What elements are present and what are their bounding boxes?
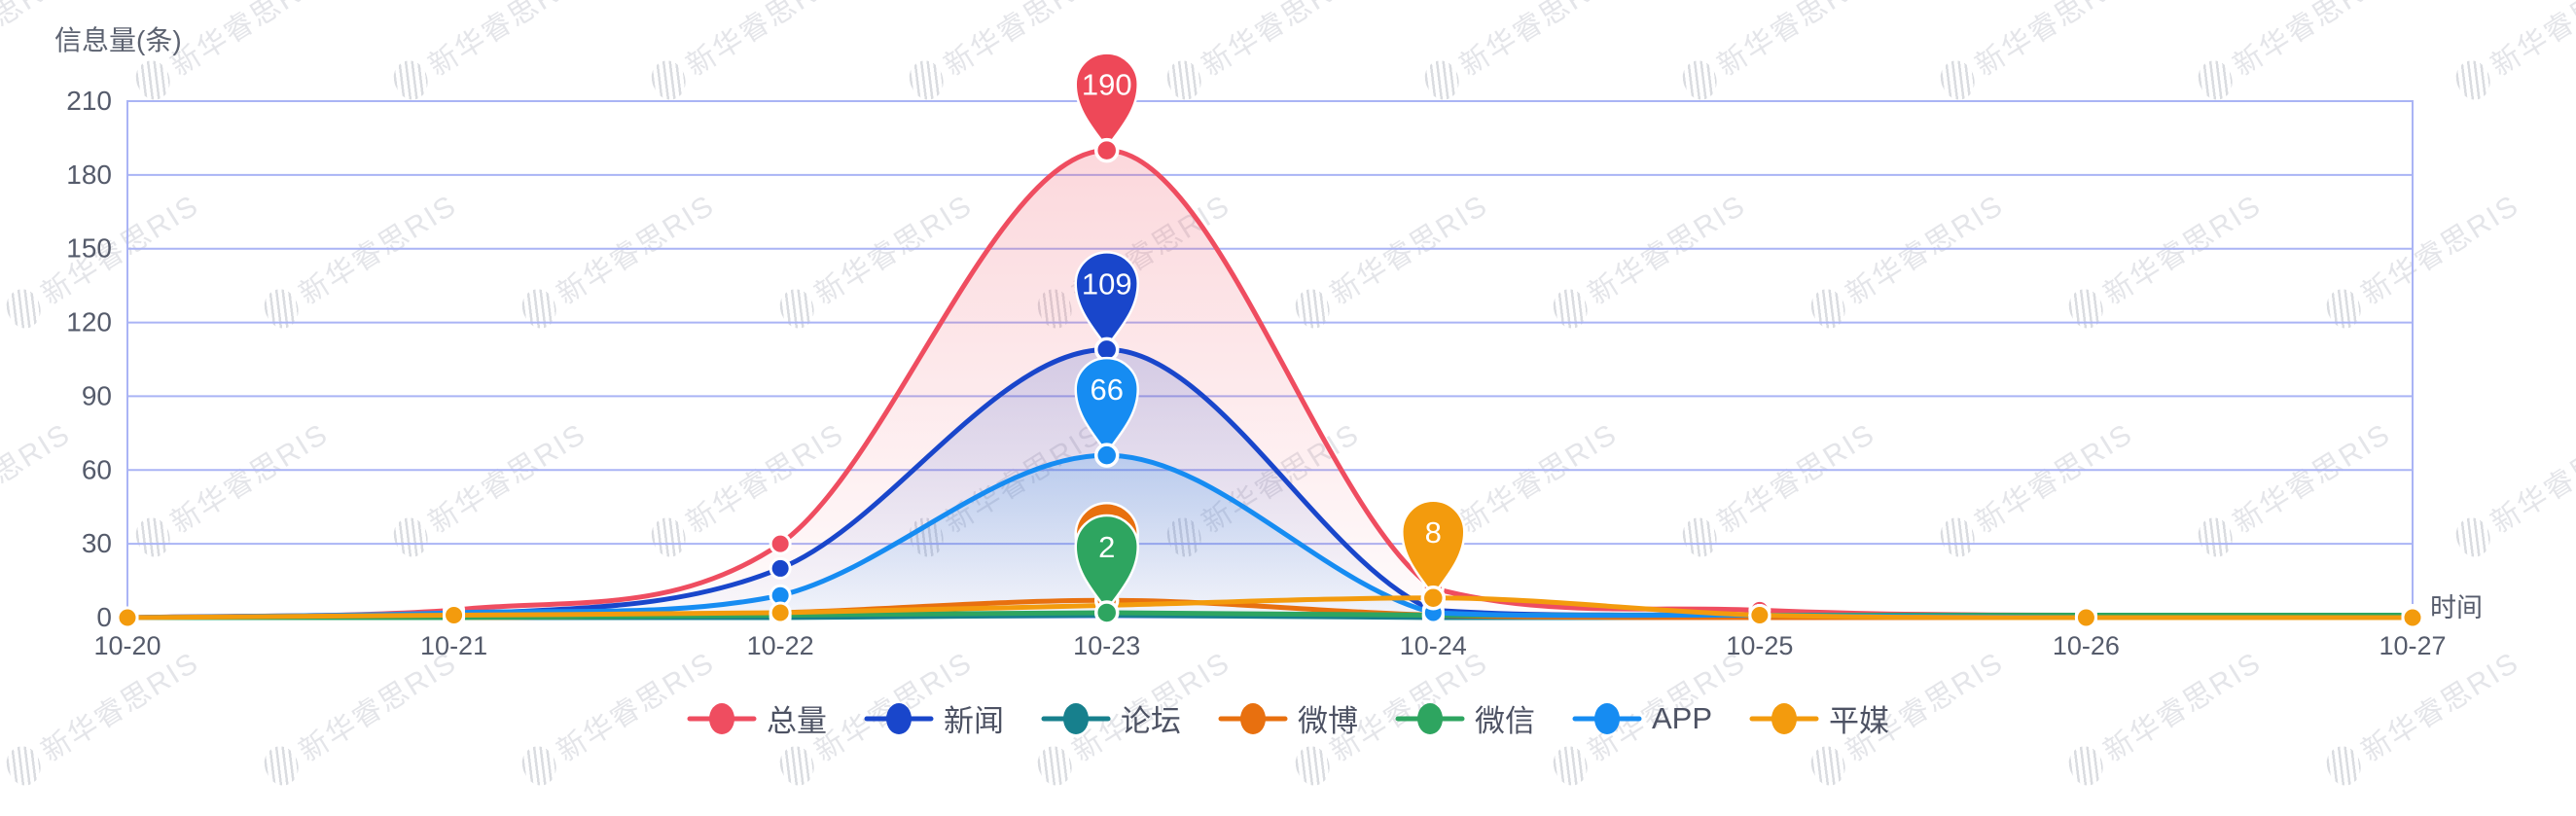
legend-item-wechat[interactable]: 微信 (1395, 696, 1535, 740)
legend-label: 微博 (1297, 704, 1358, 738)
legend-marker-icon (1218, 702, 1288, 734)
legend-marker-icon (687, 702, 757, 734)
pin-icon (1074, 514, 1139, 614)
legend-marker-icon (1395, 702, 1465, 734)
legend-item-forum[interactable]: 论坛 (1041, 696, 1181, 740)
y-tick-label: 60 (82, 454, 112, 484)
series-line-print (125, 595, 2415, 621)
pin-value-label: 8 (1425, 515, 1442, 550)
x-tick-label: 10-25 (1726, 631, 1793, 660)
pin-anchor-dot (1093, 600, 1120, 625)
y-tick-label: 210 (66, 86, 112, 116)
legend-label: 微信 (1474, 704, 1535, 738)
y-axis-title: 信息量(条) (54, 25, 182, 55)
data-point-print (2074, 606, 2097, 629)
data-point-print (116, 606, 139, 629)
pin-value-label: 109 (1082, 266, 1132, 301)
legend-item-news[interactable]: 新闻 (864, 696, 1004, 740)
pin-anchor-dot (1420, 585, 1447, 611)
legend-label: 论坛 (1120, 704, 1181, 738)
x-axis-title: 时间 (2430, 593, 2483, 622)
legend-marker-icon (1572, 702, 1642, 734)
max-marker-app: 66 (1074, 356, 1139, 468)
legend: 总量 新闻 论坛 微博 微信 APP 平媒 (0, 696, 2576, 740)
x-tick-label: 10-22 (747, 631, 814, 660)
max-marker-wechat: 2 (1074, 514, 1139, 625)
data-point-print (1748, 603, 1771, 626)
legend-item-app[interactable]: APP (1572, 701, 1712, 736)
pin-value-label: 66 (1090, 373, 1123, 407)
x-tick-label: 10-23 (1073, 631, 1140, 660)
x-tick-label: 10-27 (2379, 631, 2446, 660)
x-tick-label: 10-20 (93, 631, 161, 660)
pin-icon (1074, 52, 1139, 151)
x-tick-label: 10-26 (2053, 631, 2120, 660)
y-tick-label: 120 (66, 307, 112, 337)
series-area-app (127, 455, 2413, 618)
legend-label: 平媒 (1829, 704, 1890, 738)
y-tick-label: 90 (82, 380, 112, 410)
series-area-news (127, 349, 2413, 618)
data-point-total (769, 532, 792, 555)
max-marker-print: 8 (1401, 499, 1466, 611)
legend-item-print[interactable]: 平媒 (1749, 696, 1889, 740)
pin-anchor-dot (1093, 443, 1120, 468)
pin-value-label: 190 (1082, 68, 1132, 102)
legend-marker-icon (1749, 702, 1819, 734)
x-tick-label: 10-21 (420, 631, 487, 660)
pin-icon (1401, 499, 1466, 599)
data-point-print (443, 603, 466, 626)
max-marker-total: 190 (1074, 52, 1139, 163)
y-tick-label: 150 (66, 233, 112, 264)
pin-icon (1074, 356, 1139, 456)
y-tick-label: 180 (66, 160, 112, 190)
x-tick-label: 10-24 (1400, 631, 1467, 660)
legend-label: APP (1651, 700, 1713, 735)
legend-marker-icon (1041, 702, 1111, 734)
legend-item-weibo[interactable]: 微博 (1218, 696, 1358, 740)
legend-label: 新闻 (943, 704, 1004, 738)
pin-anchor-dot (1093, 137, 1120, 163)
series-area-total (127, 150, 2413, 619)
legend-item-total[interactable]: 总量 (687, 696, 827, 740)
y-tick-label: 0 (96, 602, 112, 632)
pin-icon (1074, 251, 1139, 350)
legend-label: 总量 (766, 704, 827, 738)
max-marker-news: 109 (1074, 251, 1139, 363)
legend-marker-icon (864, 702, 934, 734)
y-tick-label: 30 (82, 528, 112, 558)
data-point-print (769, 601, 792, 624)
pin-value-label: 2 (1098, 530, 1115, 564)
data-point-print (2401, 606, 2424, 629)
data-point-news (769, 556, 792, 580)
